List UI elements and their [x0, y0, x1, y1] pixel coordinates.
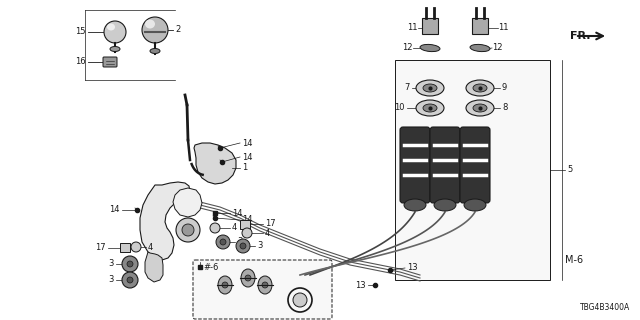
- Text: 2: 2: [175, 26, 180, 35]
- Text: 11: 11: [408, 23, 418, 33]
- Text: 14: 14: [232, 209, 243, 218]
- Ellipse shape: [104, 21, 126, 43]
- Circle shape: [122, 256, 138, 272]
- Text: 14: 14: [242, 153, 253, 162]
- Text: 4: 4: [265, 228, 270, 237]
- Text: 16: 16: [76, 58, 86, 67]
- Ellipse shape: [423, 84, 437, 92]
- Circle shape: [216, 235, 230, 249]
- Text: 13: 13: [407, 263, 418, 273]
- Bar: [395, 60, 550, 280]
- Ellipse shape: [466, 80, 494, 96]
- Circle shape: [240, 243, 246, 249]
- Text: 9: 9: [502, 84, 508, 92]
- Circle shape: [245, 275, 251, 281]
- FancyBboxPatch shape: [422, 18, 438, 34]
- Circle shape: [220, 239, 226, 245]
- Circle shape: [176, 218, 200, 242]
- Ellipse shape: [470, 44, 490, 52]
- Ellipse shape: [416, 100, 444, 116]
- Text: 11: 11: [498, 23, 509, 33]
- Text: 3: 3: [109, 276, 114, 284]
- Ellipse shape: [107, 23, 115, 30]
- Circle shape: [127, 277, 133, 283]
- Circle shape: [122, 272, 138, 288]
- Circle shape: [262, 282, 268, 288]
- Circle shape: [182, 224, 194, 236]
- Ellipse shape: [416, 80, 444, 96]
- Text: 7: 7: [404, 84, 410, 92]
- Text: 4: 4: [148, 243, 153, 252]
- Text: FR.: FR.: [570, 31, 591, 41]
- Polygon shape: [145, 252, 163, 282]
- Ellipse shape: [258, 276, 272, 294]
- Ellipse shape: [110, 46, 120, 52]
- Text: 4: 4: [232, 223, 237, 233]
- Circle shape: [127, 261, 133, 267]
- FancyBboxPatch shape: [240, 220, 250, 229]
- Ellipse shape: [150, 49, 160, 53]
- Text: 3: 3: [109, 260, 114, 268]
- Polygon shape: [173, 188, 202, 217]
- Text: 3: 3: [257, 242, 262, 251]
- Text: 17: 17: [95, 244, 106, 252]
- Ellipse shape: [145, 20, 155, 28]
- Ellipse shape: [142, 17, 168, 43]
- Ellipse shape: [464, 199, 486, 211]
- Text: 10: 10: [394, 103, 405, 113]
- FancyBboxPatch shape: [430, 127, 460, 203]
- Ellipse shape: [241, 269, 255, 287]
- Text: M-6: M-6: [565, 255, 583, 265]
- Text: TBG4B3400A: TBG4B3400A: [580, 303, 630, 312]
- Ellipse shape: [423, 104, 437, 112]
- FancyBboxPatch shape: [472, 18, 488, 34]
- FancyBboxPatch shape: [193, 260, 332, 319]
- Text: 12: 12: [403, 44, 413, 52]
- Polygon shape: [140, 182, 190, 260]
- Text: 15: 15: [76, 28, 86, 36]
- Circle shape: [236, 239, 250, 253]
- FancyBboxPatch shape: [120, 243, 130, 252]
- Ellipse shape: [404, 199, 426, 211]
- FancyBboxPatch shape: [400, 127, 430, 203]
- Text: 8: 8: [502, 103, 508, 113]
- Ellipse shape: [466, 100, 494, 116]
- Text: 14: 14: [109, 205, 120, 214]
- Text: 5: 5: [567, 165, 572, 174]
- Ellipse shape: [420, 44, 440, 52]
- Ellipse shape: [473, 84, 487, 92]
- Text: 14: 14: [242, 139, 253, 148]
- Text: 12: 12: [492, 44, 502, 52]
- Text: 14: 14: [242, 215, 253, 225]
- Ellipse shape: [218, 276, 232, 294]
- Polygon shape: [194, 143, 236, 184]
- Ellipse shape: [473, 104, 487, 112]
- Text: #-6: #-6: [203, 263, 218, 273]
- Circle shape: [242, 228, 252, 238]
- Text: 13: 13: [355, 281, 366, 290]
- Circle shape: [131, 242, 141, 252]
- Circle shape: [222, 282, 228, 288]
- FancyBboxPatch shape: [460, 127, 490, 203]
- FancyBboxPatch shape: [103, 57, 117, 67]
- Text: 17: 17: [265, 220, 276, 228]
- Ellipse shape: [434, 199, 456, 211]
- Circle shape: [210, 223, 220, 233]
- Text: 1: 1: [242, 164, 247, 172]
- Circle shape: [293, 293, 307, 307]
- Text: 3: 3: [237, 237, 243, 246]
